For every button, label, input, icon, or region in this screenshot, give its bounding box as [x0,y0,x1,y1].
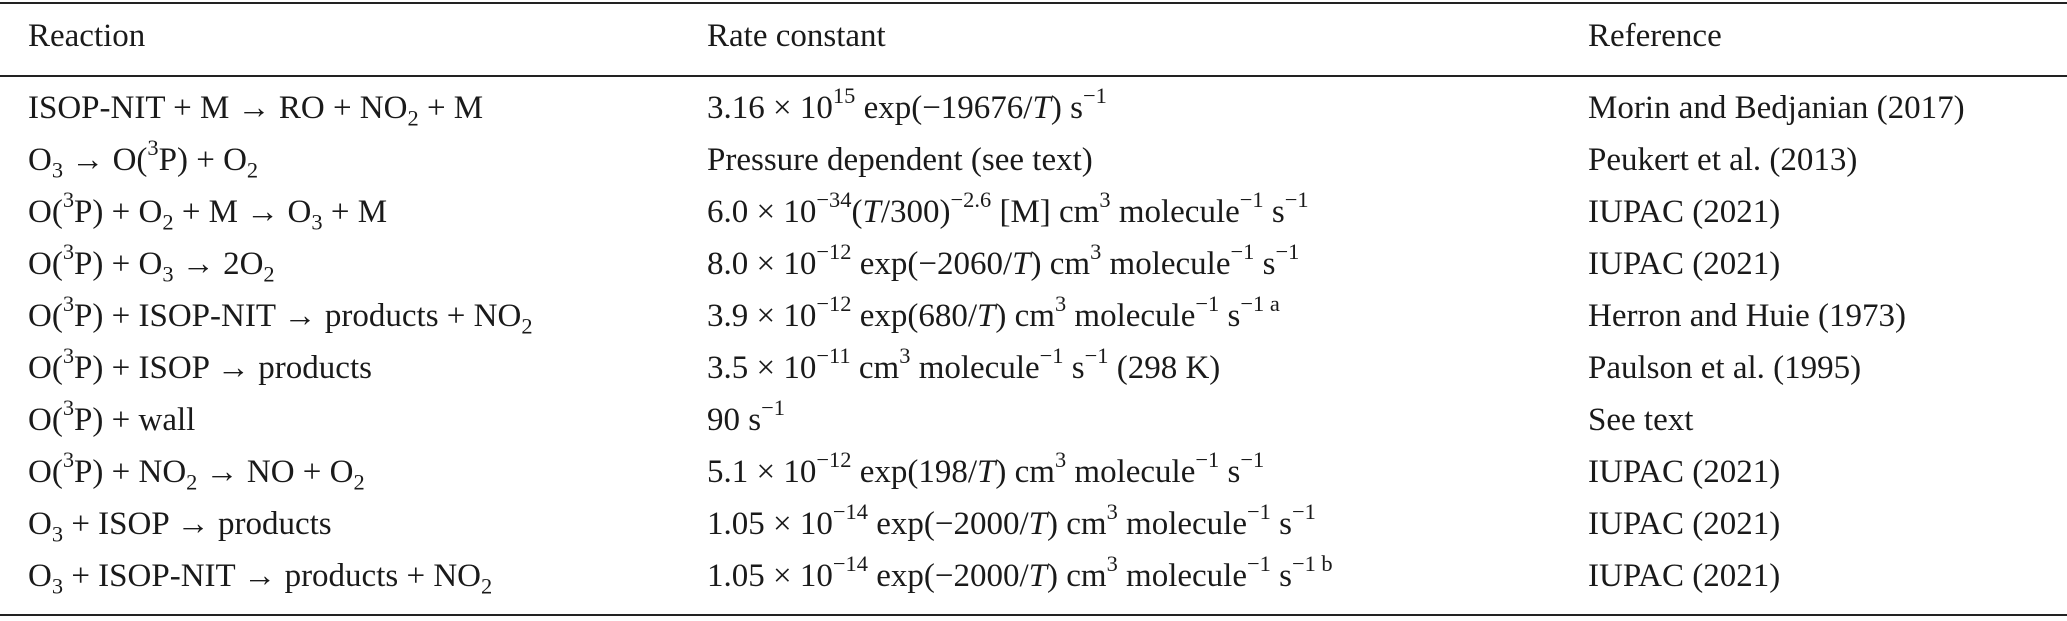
reaction-cell: O(3P) + ISOP → products [28,342,372,386]
reaction-cell: O3 → O(3P) + O2 [28,134,259,183]
header-rate-constant: Rate constant [707,18,886,54]
reaction-cell: O(3P) + wall [28,394,196,438]
rate-constant-cell: 3.5 × 10−11 cm3 molecule−1 s−1 (298 K) [707,342,1221,386]
reference-cell: IUPAC (2021) [1588,454,1781,490]
rate-constant-cell: 5.1 × 10−12 exp(198/T) cm3 molecule−1 s−… [707,446,1265,490]
reaction-cell: O(3P) + NO2 → NO + O2 [28,446,365,495]
rate-constant-cell: 1.05 × 10−14 exp(−2000/T) cm3 molecule−1… [707,498,1316,542]
rate-constant-cell: 6.0 × 10−34(T/300)−2.6 [M] cm3 molecule−… [707,186,1309,230]
rate-constant-cell: 3.9 × 10−12 exp(680/T) cm3 molecule−1 s−… [707,290,1280,334]
reference-cell: Paulson et al. (1995) [1588,350,1862,386]
reaction-cell: ISOP-NIT + M → RO + NO2 + M [28,90,484,131]
header-reference: Reference [1588,18,1722,54]
reference-cell: Peukert et al. (2013) [1588,142,1858,178]
reference-cell: IUPAC (2021) [1588,194,1781,230]
table-bottom-rule [0,614,2067,616]
reference-cell: IUPAC (2021) [1588,558,1781,594]
rate-constant-cell: 3.16 × 1015 exp(−19676/T) s−1 [707,82,1107,126]
reference-cell: IUPAC (2021) [1588,246,1781,282]
rate-constant-cell: 8.0 × 10−12 exp(−2060/T) cm3 molecule−1 … [707,238,1300,282]
reference-cell: Morin and Bedjanian (2017) [1588,90,1965,126]
reaction-cell: O3 + ISOP-NIT → products + NO2 [28,558,493,599]
table-header-rule [0,75,2067,77]
rate-constant-cell: Pressure dependent (see text) [707,142,1093,178]
reaction-cell: O(3P) + ISOP-NIT → products + NO2 [28,290,533,339]
table-top-rule [0,2,2067,4]
reaction-cell: O(3P) + O2 + M → O3 + M [28,186,388,235]
reference-cell: See text [1588,402,1694,438]
reference-cell: Herron and Huie (1973) [1588,298,1906,334]
rate-constant-cell: 90 s−1 [707,394,785,438]
reference-cell: IUPAC (2021) [1588,506,1781,542]
reaction-cell: O(3P) + O3 → 2O2 [28,238,275,287]
rate-constant-cell: 1.05 × 10−14 exp(−2000/T) cm3 molecule−1… [707,550,1333,594]
header-reaction: Reaction [28,18,146,54]
reaction-cell: O3 + ISOP → products [28,506,332,547]
